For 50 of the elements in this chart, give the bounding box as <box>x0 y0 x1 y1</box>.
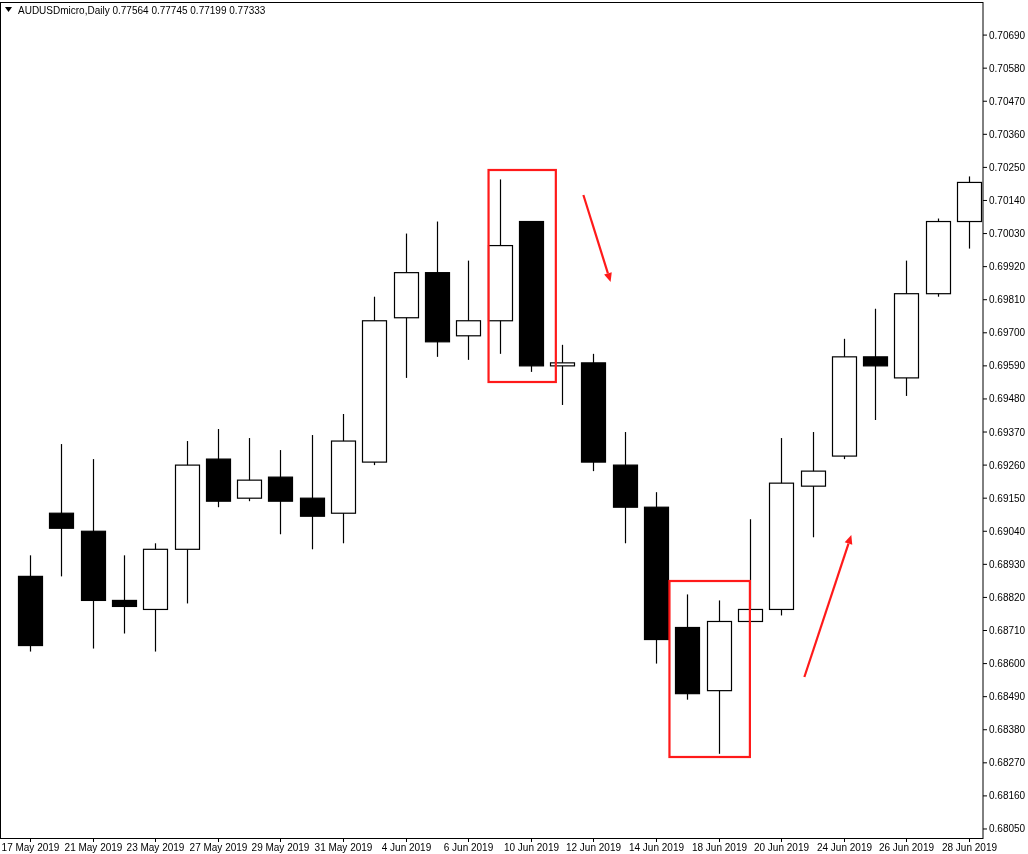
x-tick-label: 18 Jun 2019 <box>691 842 748 853</box>
candlestick <box>800 431 827 538</box>
y-tick-label: 0.69260 <box>989 459 1026 471</box>
x-tick-label: 17 May 2019 <box>1 842 60 853</box>
x-tick-label: 27 May 2019 <box>189 842 248 853</box>
candlestick <box>48 443 75 577</box>
x-tick-label: 10 Jun 2019 <box>503 842 560 853</box>
y-tick-label: 0.70580 <box>989 62 1026 74</box>
y-tick-label: 0.69590 <box>989 360 1026 372</box>
y-tick-label: 0.68380 <box>989 724 1026 736</box>
y-tick-label: 0.69370 <box>989 426 1026 438</box>
y-tick-label: 0.69480 <box>989 393 1026 405</box>
y-tick-label: 0.70030 <box>989 228 1026 240</box>
x-tick-label: 14 Jun 2019 <box>628 842 685 853</box>
candlestick <box>111 554 138 635</box>
x-tick-label: 4 Jun 2019 <box>381 842 432 853</box>
y-tick-label: 0.69150 <box>989 492 1026 504</box>
x-tick-label: 26 Jun 2019 <box>878 842 935 853</box>
y-tick-label: 0.70360 <box>989 128 1026 140</box>
y-tick-label: 0.69810 <box>989 294 1026 306</box>
x-tick-label: 21 May 2019 <box>64 842 123 853</box>
y-tick-label: 0.68930 <box>989 558 1026 570</box>
x-tick-label: 20 Jun 2019 <box>753 842 810 853</box>
y-tick-label: 0.68160 <box>989 790 1026 802</box>
x-tick-label: 12 Jun 2019 <box>565 842 622 853</box>
x-tick-label: 6 Jun 2019 <box>443 842 494 853</box>
x-tick-label: 24 Jun 2019 <box>816 842 873 853</box>
candlestick <box>549 344 576 406</box>
y-tick-label: 0.68270 <box>989 757 1026 769</box>
y-tick-label: 0.70470 <box>989 95 1026 107</box>
y-tick-label: 0.68490 <box>989 691 1026 703</box>
y-tick-label: 0.68710 <box>989 625 1026 636</box>
candlestick <box>299 434 326 550</box>
x-tick-label: 28 Jun 2019 <box>941 842 998 853</box>
y-tick-label: 0.70140 <box>989 194 1026 206</box>
y-tick-label: 0.68600 <box>989 658 1026 670</box>
candlestick <box>862 308 889 421</box>
y-tick-label: 0.68050 <box>989 823 1026 835</box>
y-tick-label: 0.70250 <box>989 161 1026 173</box>
y-tick-label: 0.70690 <box>989 29 1026 41</box>
y-tick-label: 0.69700 <box>989 327 1026 339</box>
chart-title: AUDUSDmicro,Daily 0.77564 0.77745 0.77199 0.77333 <box>18 5 266 16</box>
candlestick <box>455 260 482 361</box>
x-tick-label: 29 May 2019 <box>251 842 310 853</box>
y-tick-label: 0.69040 <box>989 525 1026 537</box>
x-tick-label: 31 May 2019 <box>314 842 373 853</box>
candlestick <box>236 437 263 502</box>
y-tick-label: 0.68820 <box>989 591 1026 603</box>
x-tick-label: 23 May 2019 <box>126 842 185 853</box>
y-tick-label: 0.69920 <box>989 261 1026 273</box>
